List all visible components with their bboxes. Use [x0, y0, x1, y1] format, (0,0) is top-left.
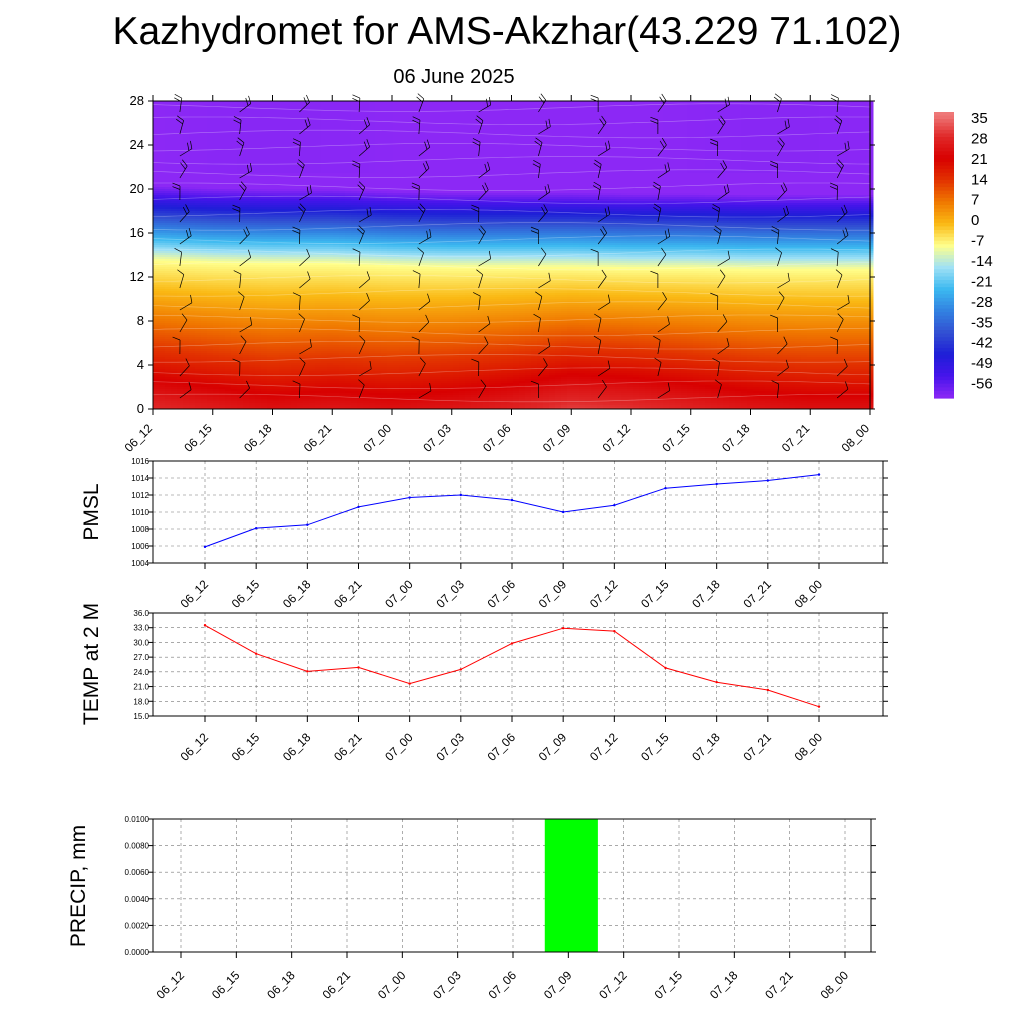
temperature-cross-section: 048121620242806_12 06_15 06_18 06_21 07_00 07… — [122, 93, 875, 455]
